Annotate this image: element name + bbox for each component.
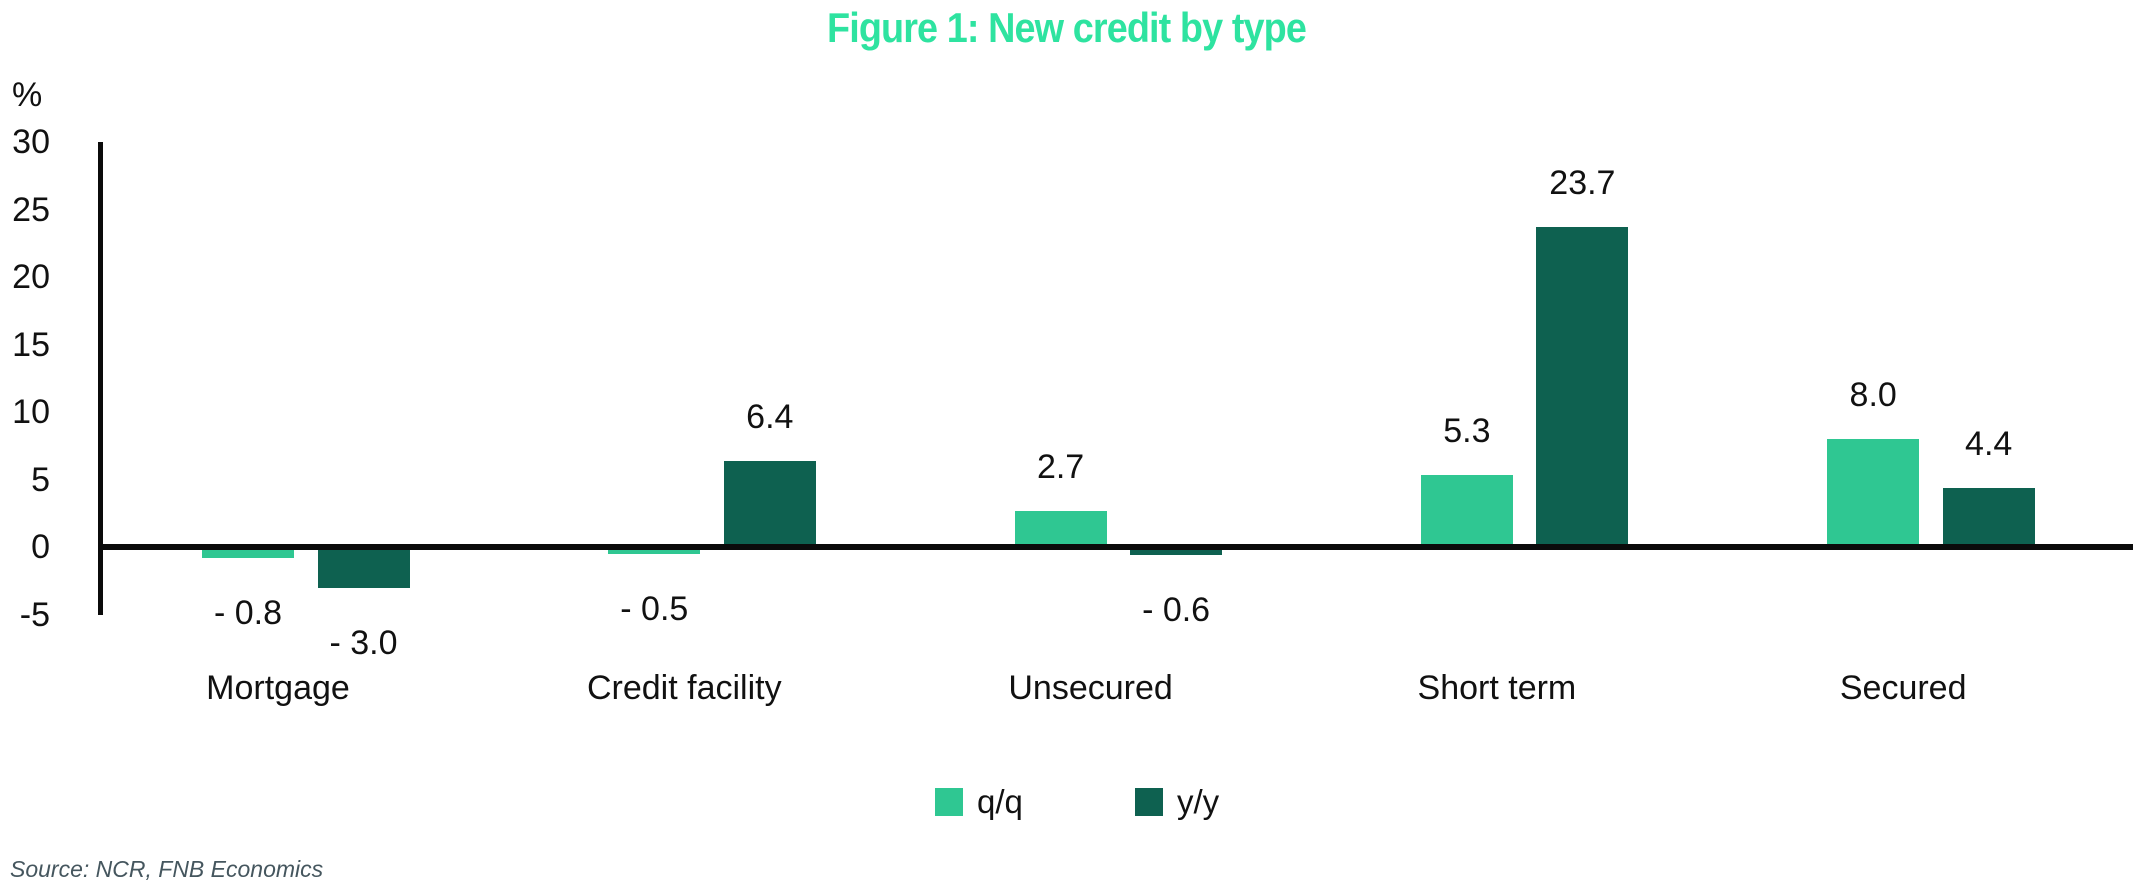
legend-swatch-qq-icon	[935, 788, 963, 816]
y-axis-unit-label: %	[12, 76, 43, 114]
category-label-mortgage: Mortgage	[206, 669, 350, 707]
y-tick-label: 15	[12, 325, 50, 364]
value-label: - 0.5	[620, 589, 689, 628]
y-tick-label: 25	[12, 190, 50, 229]
value-label: - 0.8	[213, 593, 283, 632]
value-label: 23.7	[1549, 164, 1616, 203]
legend-item-yy: y/y	[1135, 783, 1220, 820]
category-label-short-term: Short term	[1417, 669, 1577, 707]
bar-credit-facility-yy	[723, 460, 816, 547]
legend-swatch-yy-icon	[1135, 788, 1163, 816]
y-tick-label: 5	[31, 460, 50, 499]
y-tick-label: 20	[12, 258, 50, 296]
legend-item-qq: q/q	[935, 783, 1023, 820]
chart-title: Figure 1: New credit by type	[827, 4, 1307, 51]
bar-unsecured-yy	[1130, 547, 1223, 556]
y-tick-label: 30	[12, 123, 50, 161]
value-label: - 0.6	[1142, 591, 1211, 630]
legend: q/q y/y	[0, 783, 2133, 820]
y-axis-line	[98, 142, 103, 615]
value-label: - 3.0	[329, 623, 398, 662]
bar-mortgage-yy	[317, 547, 410, 588]
value-label: 2.7	[1036, 447, 1085, 486]
value-label: 6.4	[746, 397, 794, 436]
legend-label-yy: y/y	[1177, 783, 1220, 820]
category-label-unsecured: Unsecured	[1008, 669, 1173, 707]
source-note: Source: NCR, FNB Economics	[10, 856, 324, 882]
x-axis-zero-line	[98, 544, 2133, 550]
bar-mortgage-qq	[202, 547, 294, 558]
category-label-secured: Secured	[1839, 669, 1967, 707]
bar-short-term-qq	[1420, 475, 1513, 547]
legend-label-qq: q/q	[977, 783, 1023, 820]
bar-credit-facility-qq	[608, 547, 701, 554]
y-tick-label: 0	[31, 528, 50, 566]
bar-secured-qq	[1827, 439, 1920, 547]
category-label-credit-facility: Credit facility	[586, 669, 782, 707]
y-tick-label: 10	[12, 393, 50, 431]
bar-unsecured-qq	[1014, 510, 1107, 547]
y-tick-label: -5	[19, 595, 50, 634]
bar-short-term-yy	[1536, 227, 1629, 547]
bar-secured-yy	[1942, 487, 2035, 547]
value-label: 4.4	[1965, 424, 2013, 463]
value-label: 8.0	[1849, 376, 1897, 414]
value-label: 5.3	[1443, 412, 1491, 451]
